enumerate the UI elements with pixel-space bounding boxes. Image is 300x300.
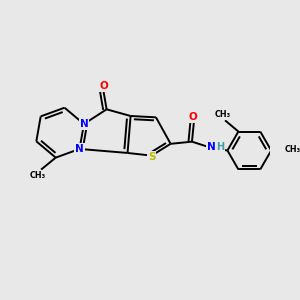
Text: CH₃: CH₃ [30, 171, 46, 180]
Text: H: H [216, 142, 224, 152]
Text: CH₃: CH₃ [214, 110, 230, 119]
Text: O: O [99, 81, 108, 91]
Text: N: N [80, 119, 88, 129]
Text: N: N [75, 144, 84, 154]
Text: O: O [188, 112, 197, 122]
Text: S: S [148, 152, 155, 162]
Text: CH₃: CH₃ [285, 145, 300, 154]
Text: N: N [207, 142, 216, 152]
